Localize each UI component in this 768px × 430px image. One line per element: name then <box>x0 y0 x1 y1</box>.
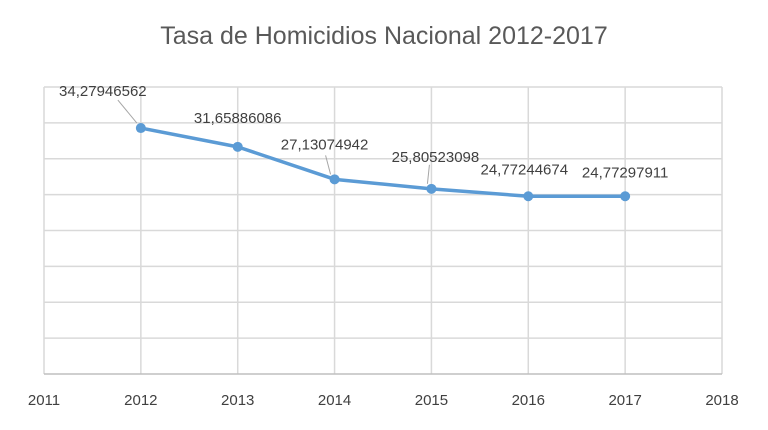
x-tick-label: 2011 <box>28 392 60 409</box>
data-point <box>620 191 631 202</box>
chart-title: Tasa de Homicidios Nacional 2012-2017 <box>160 22 608 50</box>
data-point <box>135 123 146 134</box>
x-tick-label: 2014 <box>318 392 351 409</box>
data-point <box>523 191 534 202</box>
x-tick-label: 2018 <box>705 392 738 409</box>
data-label: 27,13074942 <box>281 136 369 153</box>
data-label: 25,80523098 <box>392 149 480 166</box>
data-point <box>232 141 243 152</box>
leader-line <box>325 155 332 175</box>
x-tick-label: 2015 <box>415 392 448 409</box>
data-point <box>426 183 437 194</box>
x-tick-label: 2013 <box>221 392 254 409</box>
data-point <box>329 174 340 185</box>
x-tick-label: 2016 <box>512 392 545 409</box>
data-label: 24,77297911 <box>582 164 668 181</box>
leader-line <box>426 164 430 184</box>
data-label: 31,65886086 <box>194 110 282 127</box>
data-label: 24,77244674 <box>480 161 568 178</box>
x-tick-label: 2017 <box>608 392 641 409</box>
series-line <box>140 126 626 199</box>
data-label: 34,27946562 <box>59 83 147 100</box>
leader-line <box>117 99 138 124</box>
x-tick-label: 2012 <box>124 392 157 409</box>
